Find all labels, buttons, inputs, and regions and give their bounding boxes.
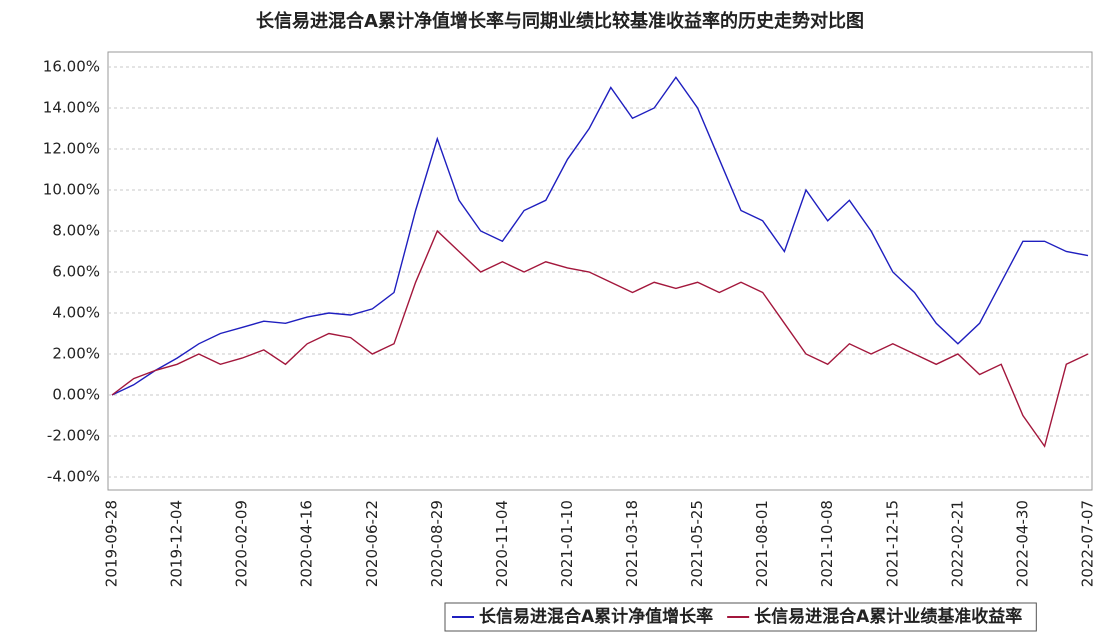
- series-line: [112, 77, 1088, 395]
- y-tick-label: 14.00%: [43, 99, 100, 117]
- y-tick-label: 6.00%: [52, 263, 100, 281]
- x-tick-label: 2019-09-28: [103, 500, 121, 587]
- y-tick-label: 12.00%: [43, 140, 100, 158]
- y-tick-label: -4.00%: [47, 468, 100, 486]
- y-tick-label: 4.00%: [52, 304, 100, 322]
- x-tick-label: 2020-06-22: [363, 500, 381, 587]
- x-tick-label: 2022-07-07: [1079, 500, 1097, 587]
- x-tick-label: 2022-04-30: [1013, 500, 1031, 587]
- x-tick-label: 2020-08-29: [428, 500, 446, 587]
- x-tick-label: 2021-05-25: [688, 500, 706, 587]
- y-tick-label: 2.00%: [52, 345, 100, 363]
- y-tick-label: -2.00%: [47, 427, 100, 445]
- x-tick-label: 2020-04-16: [298, 500, 316, 587]
- x-tick-label: 2021-10-08: [818, 500, 836, 587]
- x-tick-label: 2019-12-04: [168, 500, 186, 587]
- x-tick-label: 2021-01-10: [558, 500, 576, 587]
- y-tick-label: 8.00%: [52, 222, 100, 240]
- x-tick-label: 2021-03-18: [623, 500, 641, 587]
- x-tick-label: 2022-02-21: [948, 500, 966, 587]
- legend-label: 长信易进混合A累计净值增长率: [479, 606, 713, 627]
- x-tick-label: 2021-08-01: [753, 500, 771, 587]
- page: 长信易进混合A累计净值增长率与同期业绩比较基准收益率的历史走势对比图 -4.00…: [0, 0, 1106, 634]
- x-tick-label: 2020-11-04: [493, 500, 511, 587]
- x-tick-label: 2021-12-15: [883, 500, 901, 587]
- y-tick-label: 16.00%: [43, 58, 100, 76]
- y-tick-label: 10.00%: [43, 181, 100, 199]
- chart: 长信易进混合A累计净值增长率与同期业绩比较基准收益率的历史走势对比图 -4.00…: [0, 0, 1106, 634]
- series-line: [112, 231, 1088, 446]
- x-tick-label: 2020-02-09: [233, 500, 251, 587]
- y-tick-label: 0.00%: [52, 386, 100, 404]
- chart-title: 长信易进混合A累计净值增长率与同期业绩比较基准收益率的历史走势对比图: [256, 10, 864, 32]
- plot-frame: [108, 52, 1092, 490]
- legend-label: 长信易进混合A累计业绩基准收益率: [754, 606, 1022, 627]
